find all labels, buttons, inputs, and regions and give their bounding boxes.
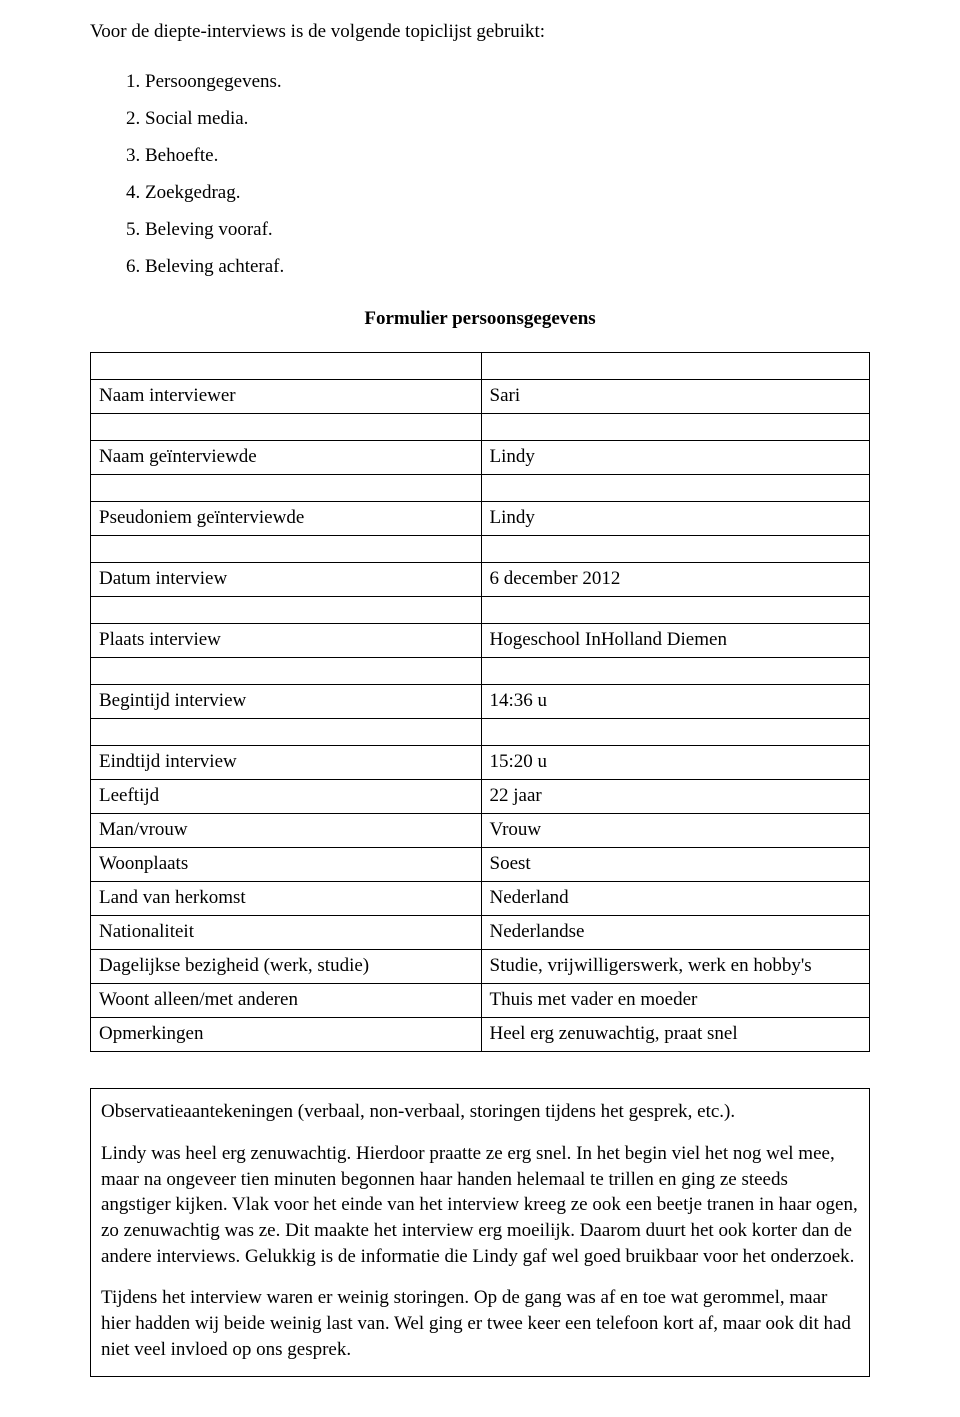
cell-label: Pseudoniem geïnterviewde <box>91 502 482 536</box>
table-row: Nationaliteit Nederlandse <box>91 916 870 950</box>
table-row: Datum interview 6 december 2012 <box>91 563 870 597</box>
cell-label: Leeftijd <box>91 780 482 814</box>
list-item: 1. Persoongegevens. <box>126 64 870 99</box>
obs-paragraph: Lindy was heel erg zenuwachtig. Hierdoor… <box>101 1141 859 1269</box>
cell-value: Nederlandse <box>481 916 870 950</box>
table-row: Begintijd interview 14:36 u <box>91 685 870 719</box>
list-item: 3. Behoefte. <box>126 138 870 173</box>
cell-value: Sari <box>481 380 870 414</box>
list-item: 5. Beleving vooraf. <box>126 212 870 247</box>
cell-label: Begintijd interview <box>91 685 482 719</box>
cell-value: Hogeschool InHolland Diemen <box>481 624 870 658</box>
cell-label: Naam geïnterviewde <box>91 441 482 475</box>
table-spacer-row <box>91 536 870 563</box>
cell-label: Land van herkomst <box>91 882 482 916</box>
form-title: Formulier persoonsgegevens <box>90 308 870 330</box>
table-row: Land van herkomst Nederland <box>91 882 870 916</box>
cell-label: Dagelijkse bezigheid (werk, studie) <box>91 950 482 984</box>
list-item: 2. Social media. <box>126 101 870 136</box>
cell-label: Nationaliteit <box>91 916 482 950</box>
cell-value: Heel erg zenuwachtig, praat snel <box>481 1018 870 1052</box>
cell-value: Thuis met vader en moeder <box>481 984 870 1018</box>
table-row: Eindtijd interview 15:20 u <box>91 746 870 780</box>
table-spacer-row <box>91 414 870 441</box>
cell-value: Lindy <box>481 441 870 475</box>
intro-text: Voor de diepte-interviews is de volgende… <box>90 18 870 46</box>
table-row: Naam interviewer Sari <box>91 380 870 414</box>
table-row: Pseudoniem geïnterviewde Lindy <box>91 502 870 536</box>
cell-label: Datum interview <box>91 563 482 597</box>
page-container: Voor de diepte-interviews is de volgende… <box>0 0 960 1417</box>
cell-label: Eindtijd interview <box>91 746 482 780</box>
cell-value: Lindy <box>481 502 870 536</box>
topic-list: 1. Persoongegevens. 2. Social media. 3. … <box>90 64 870 285</box>
cell-value: Studie, vrijwilligerswerk, werk en hobby… <box>481 950 870 984</box>
cell-value: 6 december 2012 <box>481 563 870 597</box>
cell-value: 14:36 u <box>481 685 870 719</box>
cell-label: Naam interviewer <box>91 380 482 414</box>
table-spacer-row <box>91 597 870 624</box>
table-row: Woonplaats Soest <box>91 848 870 882</box>
cell-label: Opmerkingen <box>91 1018 482 1052</box>
cell-value: 22 jaar <box>481 780 870 814</box>
table-row: Plaats interview Hogeschool InHolland Di… <box>91 624 870 658</box>
table-spacer-row <box>91 475 870 502</box>
cell-value: Vrouw <box>481 814 870 848</box>
table-spacer-row <box>91 353 870 380</box>
cell-value: 15:20 u <box>481 746 870 780</box>
table-spacer-row <box>91 658 870 685</box>
cell-value: Nederland <box>481 882 870 916</box>
table-row: Woont alleen/met anderen Thuis met vader… <box>91 984 870 1018</box>
list-item: 4. Zoekgedrag. <box>126 175 870 210</box>
cell-label: Woonplaats <box>91 848 482 882</box>
cell-value: Soest <box>481 848 870 882</box>
table-spacer-row <box>91 719 870 746</box>
table-row: Man/vrouw Vrouw <box>91 814 870 848</box>
table-row: Leeftijd 22 jaar <box>91 780 870 814</box>
persons-table: Naam interviewer Sari Naam geïnterviewde… <box>90 352 870 1052</box>
list-item: 6. Beleving achteraf. <box>126 249 870 284</box>
obs-paragraph: Tijdens het interview waren er weinig st… <box>101 1285 859 1362</box>
cell-label: Man/vrouw <box>91 814 482 848</box>
table-row: Naam geïnterviewde Lindy <box>91 441 870 475</box>
table-row: Opmerkingen Heel erg zenuwachtig, praat … <box>91 1018 870 1052</box>
observations-box: Observatieaantekeningen (verbaal, non-ve… <box>90 1088 870 1377</box>
cell-label: Woont alleen/met anderen <box>91 984 482 1018</box>
cell-label: Plaats interview <box>91 624 482 658</box>
table-row: Dagelijkse bezigheid (werk, studie) Stud… <box>91 950 870 984</box>
obs-paragraph: Observatieaantekeningen (verbaal, non-ve… <box>101 1099 859 1125</box>
